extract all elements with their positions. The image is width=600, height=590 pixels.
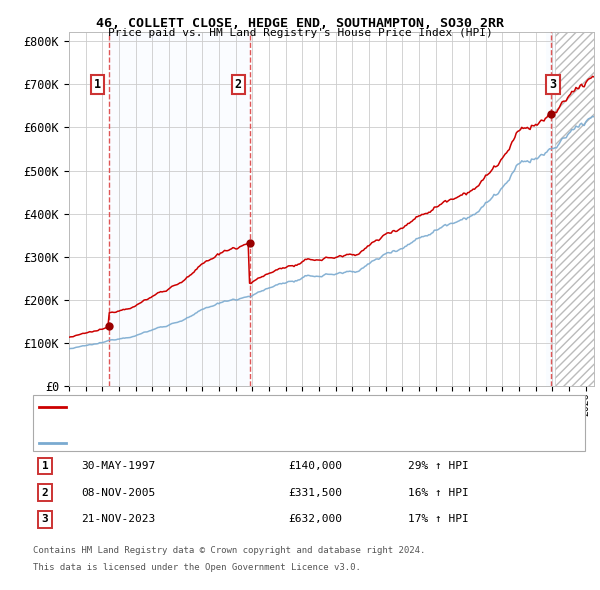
Text: HPI: Average price, detached house, Eastleigh: HPI: Average price, detached house, East…: [72, 438, 337, 447]
Text: £140,000: £140,000: [288, 461, 342, 471]
Text: 1: 1: [94, 78, 101, 91]
Text: 29% ↑ HPI: 29% ↑ HPI: [408, 461, 469, 471]
Text: This data is licensed under the Open Government Licence v3.0.: This data is licensed under the Open Gov…: [33, 563, 361, 572]
Text: 46, COLLETT CLOSE, HEDGE END, SOUTHAMPTON, SO30 2RR (detached house): 46, COLLETT CLOSE, HEDGE END, SOUTHAMPTO…: [72, 402, 472, 412]
Bar: [109, 32, 250, 386]
Text: 16% ↑ HPI: 16% ↑ HPI: [408, 488, 469, 497]
Text: 21-NOV-2023: 21-NOV-2023: [81, 514, 155, 524]
Text: 1: 1: [41, 461, 49, 471]
Text: Price paid vs. HM Land Registry's House Price Index (HPI): Price paid vs. HM Land Registry's House …: [107, 28, 493, 38]
Text: £632,000: £632,000: [288, 514, 342, 524]
Text: 08-NOV-2005: 08-NOV-2005: [81, 488, 155, 497]
Text: 46, COLLETT CLOSE, HEDGE END, SOUTHAMPTON, SO30 2RR: 46, COLLETT CLOSE, HEDGE END, SOUTHAMPTO…: [96, 17, 504, 30]
Bar: [555, 32, 594, 386]
Text: £331,500: £331,500: [288, 488, 342, 497]
Text: 17% ↑ HPI: 17% ↑ HPI: [408, 514, 469, 524]
Text: 30-MAY-1997: 30-MAY-1997: [81, 461, 155, 471]
Text: Contains HM Land Registry data © Crown copyright and database right 2024.: Contains HM Land Registry data © Crown c…: [33, 546, 425, 555]
Bar: [555, 32, 594, 386]
Text: 2: 2: [235, 78, 242, 91]
Text: 2: 2: [41, 488, 49, 497]
Text: 3: 3: [550, 78, 557, 91]
Bar: [545, 32, 556, 386]
Text: 3: 3: [41, 514, 49, 524]
